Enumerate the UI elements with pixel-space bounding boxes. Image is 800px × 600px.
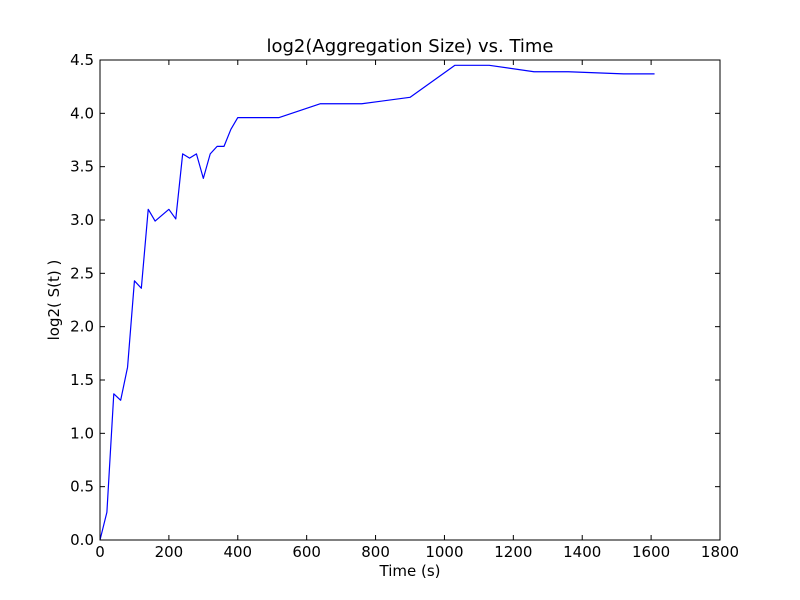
- y-tick-label-2: 1.0: [70, 424, 94, 442]
- y-axis-label: log2( S(t) ): [45, 260, 63, 341]
- x-tick-label-6: 1200: [494, 543, 532, 561]
- plot-area: 0 200 400 600 800 1000 1200 1400 1600 1800 0.0 0.5 1…: [70, 51, 739, 561]
- y-tick-label-7: 3.5: [70, 158, 94, 176]
- y-tick-label-0: 0.0: [70, 531, 94, 549]
- x-tick-label-2: 400: [223, 543, 252, 561]
- x-tick-label-3: 600: [292, 543, 321, 561]
- x-tick-label-9: 1800: [701, 543, 739, 561]
- y-tick-label-6: 3.0: [70, 211, 94, 229]
- y-tick-label-8: 4.0: [70, 104, 94, 122]
- y-tick-label-4: 2.0: [70, 318, 94, 336]
- y-tick-label-5: 2.5: [70, 264, 94, 282]
- y-tick-label-3: 1.5: [70, 371, 94, 389]
- x-tick-label-7: 1400: [563, 543, 601, 561]
- y-tick-label-9: 4.5: [70, 51, 94, 69]
- x-tick-label-1: 200: [155, 543, 184, 561]
- chart-title: log2(Aggregation Size) vs. Time: [266, 36, 553, 57]
- x-tick-label-4: 800: [361, 543, 390, 561]
- x-tick-label-8: 1600: [632, 543, 670, 561]
- x-tick-label-0: 0: [95, 543, 105, 561]
- x-tick-label-5: 1000: [425, 543, 463, 561]
- series-line-0: [99, 64, 655, 541]
- y-tick-label-1: 0.5: [70, 478, 94, 496]
- plot-frame: [99, 59, 721, 541]
- x-axis-label: Time (s): [379, 562, 441, 580]
